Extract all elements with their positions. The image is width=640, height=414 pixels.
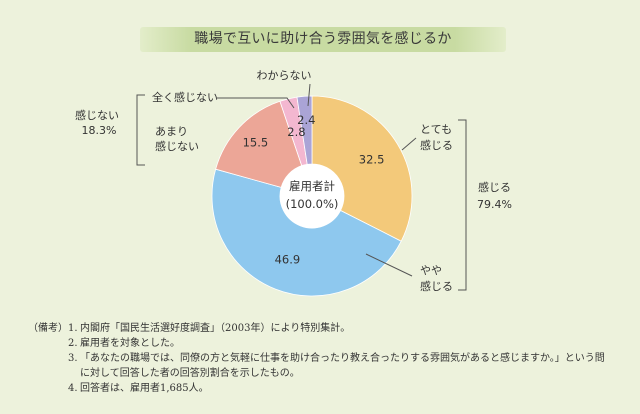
category-label-somewhat-line2: 感じる (420, 280, 453, 293)
notes: （備考） 1. 内閣府「国民生活選好度調査」（2003年）により特別集計。 2.… (28, 321, 610, 396)
note-text: 回答者は、雇用者1,685人。 (80, 383, 209, 394)
note-text: 内閣府「国民生活選好度調査」（2003年）により特別集計。 (80, 323, 351, 334)
value-labels: 32.5 46.9 15.5 2.82.4 (243, 113, 385, 266)
note-number: 4. (68, 383, 78, 394)
group-label-feel: 感じる (478, 181, 511, 194)
category-label-dont-know: わからない (257, 69, 312, 82)
chart-title: 職場で互いに助け合う雰囲気を感じるか (140, 27, 506, 52)
note-number: 1. (68, 323, 78, 334)
bracket-not-feel (136, 94, 145, 166)
category-label-very-much-line1: とても (420, 123, 452, 136)
note-text: 「あなたの職場では、同僚の方と気軽に仕事を助け合ったり教え合ったりする雰囲気があ… (80, 353, 605, 379)
category-label-somewhat-line1: やや (420, 264, 442, 277)
category-label-not-much-line2: 感じない (155, 140, 199, 153)
center-label-total: (100.0%) (286, 197, 339, 211)
leader-line-very-much (401, 137, 417, 151)
leader-line-dont-know (307, 83, 311, 107)
donut-hole (280, 164, 344, 228)
value-label-5: 2.4 (297, 113, 315, 127)
pie-slices (211, 95, 413, 297)
category-label-not-at-all: 全く感じない (152, 90, 218, 104)
category-label-very-much-line2: 感じる (420, 139, 453, 152)
group-total-not-feel: 18.3% (82, 124, 117, 137)
value-label-2: 46.9 (275, 252, 301, 266)
note-number: 2. (68, 338, 78, 349)
note-text: 雇用者を対象とした。 (80, 338, 180, 349)
leader-line-not-at-all (216, 97, 295, 109)
bracket-feel (458, 119, 467, 291)
group-total-feel: 79.4% (477, 198, 512, 211)
notes-list: 1. 内閣府「国民生活選好度調査」（2003年）により特別集計。 2. 雇用者を… (68, 321, 610, 396)
value-label-1: 32.5 (359, 152, 385, 166)
donut-chart: 雇用者計 (100.0%) 32.5 46.9 15.5 2.82.4 わからない 全… (75, 69, 512, 297)
note-item: 4. 回答者は、雇用者1,685人。 (68, 381, 610, 396)
category-label-not-much-line1: あまり (155, 125, 188, 138)
value-label-4: 2.8 (287, 125, 305, 139)
group-label-not-feel: 感じない (75, 109, 119, 122)
note-item: 2. 雇用者を対象とした。 (68, 336, 610, 351)
value-label-3: 15.5 (243, 135, 269, 149)
notes-heading: （備考） (28, 323, 68, 334)
note-item: 3. 「あなたの職場では、同僚の方と気軽に仕事を助け合ったり教え合ったりする雰囲… (68, 351, 610, 381)
note-number: 3. (68, 353, 78, 364)
center-label-title: 雇用者計 (289, 179, 335, 193)
leader-line-somewhat (365, 253, 413, 277)
note-item: 1. 内閣府「国民生活選好度調査」（2003年）により特別集計。 (68, 321, 610, 336)
